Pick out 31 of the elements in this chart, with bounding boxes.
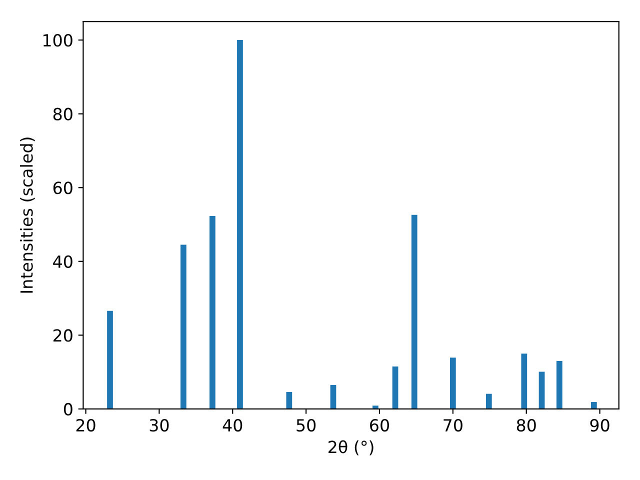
x-tick-label: 20	[76, 418, 96, 432]
y-tick-label: 40	[53, 255, 72, 268]
bar	[286, 392, 292, 409]
bar	[107, 310, 113, 409]
bar	[538, 372, 545, 409]
y-tick-label: 0	[64, 402, 72, 416]
y-tick-label: 60	[53, 182, 72, 194]
bar	[590, 402, 597, 409]
x-tick-label: 50	[296, 418, 316, 432]
x-tick-label: 40	[222, 418, 242, 432]
bar	[486, 394, 492, 409]
x-tick-label: 60	[370, 418, 389, 432]
bar	[411, 214, 418, 409]
bar	[392, 366, 398, 409]
y-tick-label: 20	[53, 329, 72, 342]
bar	[210, 216, 216, 409]
bar	[180, 244, 186, 409]
bar	[372, 406, 378, 409]
y-tick-label: 80	[53, 108, 72, 120]
x-axis-title: 2θ (°)	[328, 440, 374, 456]
bar	[521, 354, 528, 409]
x-tick-label: 70	[444, 418, 462, 432]
bar	[556, 361, 562, 409]
bar	[330, 384, 336, 409]
y-tick-label: 100	[43, 34, 72, 47]
x-tick-label: 30	[150, 418, 169, 432]
bar	[450, 358, 456, 409]
y-axis-title: Intensities (scaled)	[20, 138, 35, 293]
x-tick-label: 80	[516, 418, 536, 432]
x-tick-label: 90	[590, 418, 610, 432]
bar	[237, 40, 243, 409]
